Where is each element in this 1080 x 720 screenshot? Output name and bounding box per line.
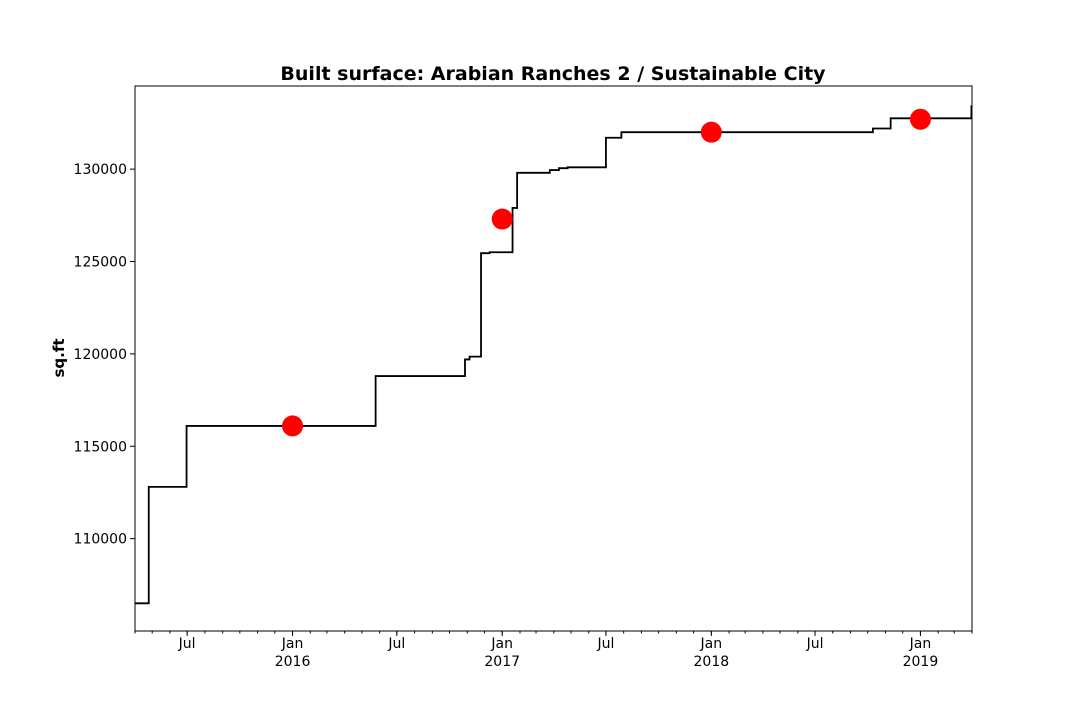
x-tick-label: Jul: [178, 636, 196, 652]
annual-marker: [700, 121, 722, 143]
y-tick-label: 110000: [74, 532, 127, 548]
built-surface-line: [135, 105, 973, 605]
y-tick-label: 120000: [74, 347, 127, 363]
x-tick-year-label: 2017: [484, 654, 520, 670]
y-axis-label: sq.ft: [50, 338, 68, 377]
x-tick-year-label: 2018: [694, 654, 730, 670]
x-tick-label: Jul: [806, 636, 824, 652]
annual-marker: [282, 415, 304, 437]
plot-area: 110000 115000 120000 125000 130000 Jul Jan 2016…: [74, 85, 973, 670]
x-tick-label: Jul: [596, 636, 614, 652]
x-tick-label: Jan: [700, 636, 723, 652]
axes-frame: [134, 85, 973, 632]
x-tick-label: Jan: [490, 636, 513, 652]
x-tick-label: Jul: [387, 636, 405, 652]
chart-title: Built surface: Arabian Ranches 2 / Susta…: [280, 63, 826, 85]
x-tick-year-label: 2016: [275, 654, 311, 670]
y-tick-label: 115000: [74, 439, 127, 455]
x-tick-label: Jan: [909, 636, 932, 652]
x-tick-year-label: 2019: [903, 654, 939, 670]
y-tick-label: 130000: [74, 162, 127, 178]
y-tick-label: 125000: [74, 255, 127, 271]
annual-marker: [491, 208, 513, 230]
x-tick-label: Jan: [281, 636, 304, 652]
annual-marker: [909, 108, 931, 130]
